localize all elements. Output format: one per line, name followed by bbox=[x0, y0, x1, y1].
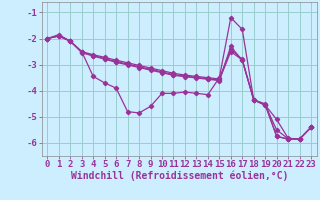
X-axis label: Windchill (Refroidissement éolien,°C): Windchill (Refroidissement éolien,°C) bbox=[70, 171, 288, 181]
